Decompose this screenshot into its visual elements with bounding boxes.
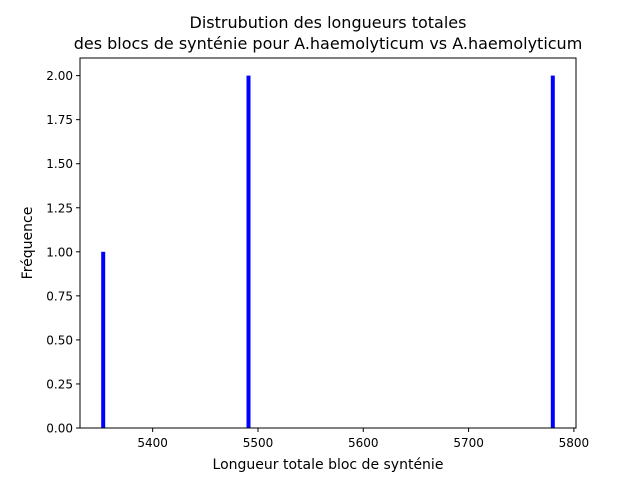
chart-title: Distrubution des longueurs totales des b… (0, 12, 640, 54)
y-tick-label: 0.75 (46, 289, 73, 303)
y-tick-label: 1.75 (46, 113, 73, 127)
x-tick-label: 5700 (453, 436, 484, 450)
x-tick-label: 5600 (348, 436, 379, 450)
x-axis-label: Longueur totale bloc de synténie (213, 457, 444, 473)
chart-title-line-2: des blocs de synténie pour A.haemolyticu… (73, 34, 583, 53)
y-tick-label: 2.00 (46, 69, 73, 83)
x-tick-label: 5800 (559, 436, 590, 450)
y-tick-label: 1.50 (46, 157, 73, 171)
bar-2 (550, 75, 555, 428)
plot-frame (79, 57, 577, 429)
y-tick-label: 0.50 (46, 333, 73, 347)
chart-title-line-1: Distrubution des longueurs totales (189, 13, 467, 32)
y-tick-label: 0.25 (46, 377, 73, 391)
x-tick-label: 5500 (243, 436, 274, 450)
x-ticks-group: 5400 5500 5600 5700 5800 (137, 428, 589, 450)
y-tick-label: 1.00 (46, 245, 73, 259)
bar-0 (101, 251, 106, 428)
y-tick-label: 0.00 (46, 422, 73, 436)
x-tick-label: 5400 (137, 436, 168, 450)
bars-group (101, 75, 555, 428)
bar-1 (246, 75, 251, 428)
y-ticks-group: 0.00 0.25 0.50 0.75 1.00 1.25 1.50 1.75 2.00 (46, 69, 80, 436)
y-axis-label: Fréquence (20, 207, 36, 280)
y-tick-label: 1.25 (46, 201, 73, 215)
